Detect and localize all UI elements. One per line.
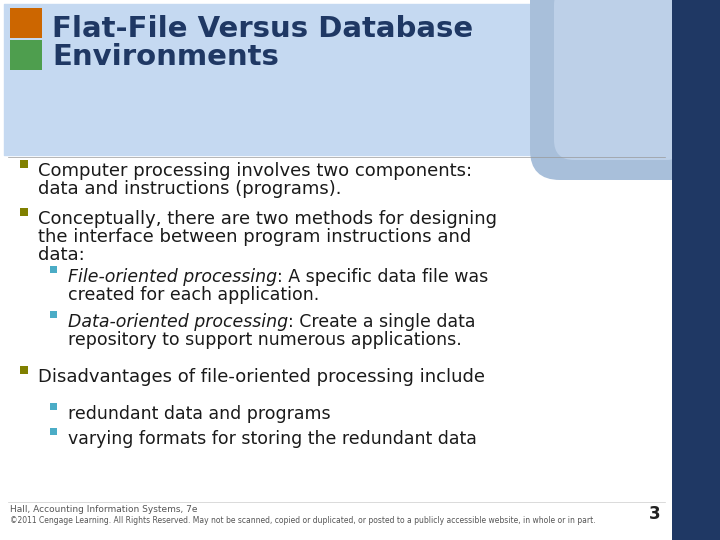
Text: Environments: Environments <box>52 43 279 71</box>
Bar <box>20 160 28 168</box>
Text: redundant data and programs: redundant data and programs <box>68 405 330 423</box>
Text: Flat-File Versus Database: Flat-File Versus Database <box>52 15 473 43</box>
Bar <box>672 0 720 540</box>
Text: : Create a single data: : Create a single data <box>288 313 476 331</box>
FancyBboxPatch shape <box>554 0 686 160</box>
Text: the interface between program instructions and: the interface between program instructio… <box>38 228 472 246</box>
Bar <box>50 403 57 410</box>
Text: : A specific data file was: : A specific data file was <box>277 268 488 286</box>
Text: varying formats for storing the redundant data: varying formats for storing the redundan… <box>68 430 477 448</box>
Text: ©2011 Cengage Learning. All Rights Reserved. May not be scanned, copied or dupli: ©2011 Cengage Learning. All Rights Reser… <box>10 516 595 525</box>
Bar <box>50 311 57 318</box>
FancyBboxPatch shape <box>530 0 705 180</box>
Text: Conceptually, there are two methods for designing: Conceptually, there are two methods for … <box>38 210 497 228</box>
Text: data:: data: <box>38 246 85 264</box>
FancyBboxPatch shape <box>4 4 664 155</box>
Bar <box>10 8 42 38</box>
Text: Hall, Accounting Information Systems, 7e: Hall, Accounting Information Systems, 7e <box>10 505 197 514</box>
Text: Disadvantages of file-oriented processing include: Disadvantages of file-oriented processin… <box>38 368 485 386</box>
Text: Data-oriented processing: Data-oriented processing <box>68 313 288 331</box>
Bar <box>50 266 57 273</box>
Bar <box>50 428 57 435</box>
Text: data and instructions (programs).: data and instructions (programs). <box>38 180 341 198</box>
Bar <box>10 40 42 70</box>
Bar <box>20 208 28 216</box>
Text: File-oriented processing: File-oriented processing <box>68 268 277 286</box>
Bar <box>20 366 28 374</box>
Text: Computer processing involves two components:: Computer processing involves two compone… <box>38 162 472 180</box>
Text: repository to support numerous applications.: repository to support numerous applicati… <box>68 331 462 349</box>
Text: created for each application.: created for each application. <box>68 286 319 304</box>
Text: 3: 3 <box>649 505 660 523</box>
